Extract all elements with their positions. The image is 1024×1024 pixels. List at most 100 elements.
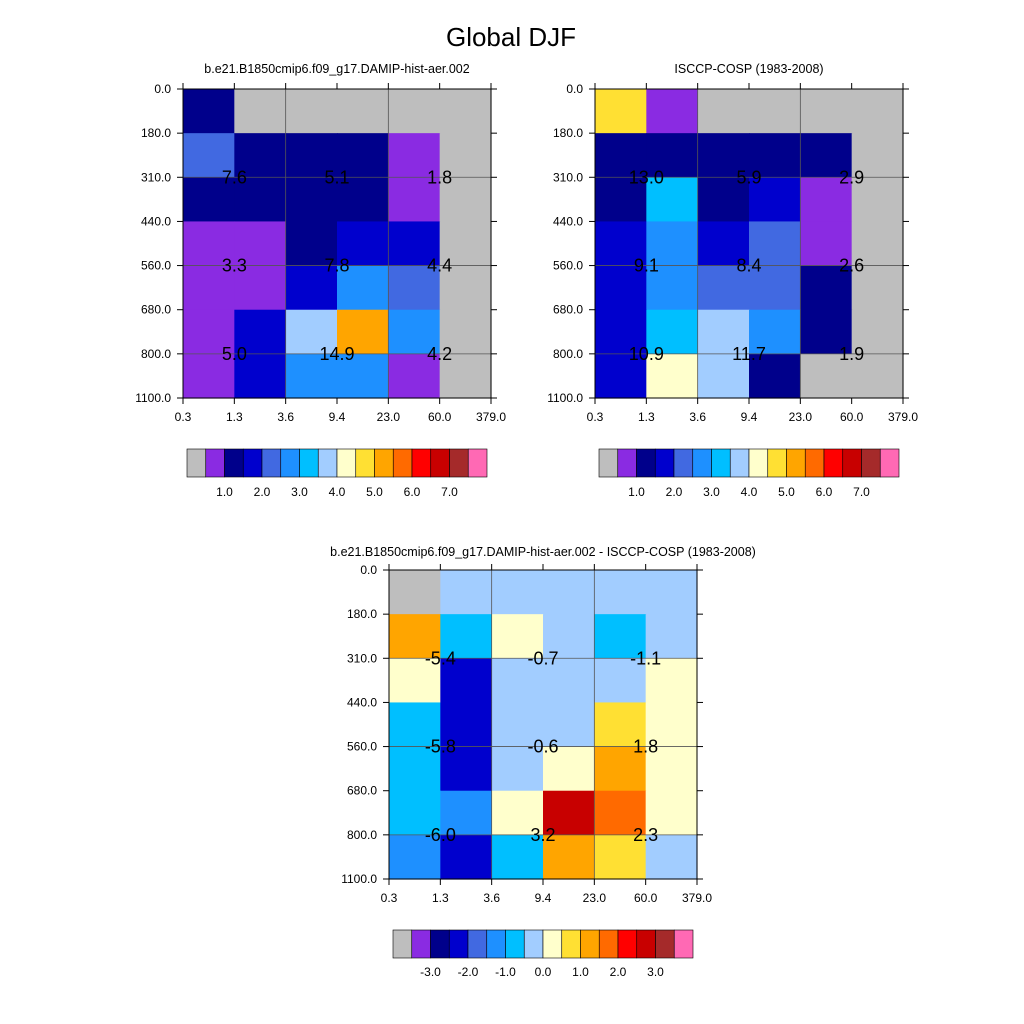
data-label: 5.1 — [324, 167, 349, 187]
colorbar-label: 3.0 — [703, 485, 720, 499]
x-tick-label: 60.0 — [840, 410, 864, 424]
colorbar-box — [467, 929, 488, 959]
heatmap-cell — [645, 702, 698, 748]
heatmap-cell — [594, 746, 647, 792]
x-tick-label: 23.0 — [377, 410, 401, 424]
data-label: -0.6 — [527, 737, 558, 757]
y-tick-label: 180.0 — [141, 126, 171, 140]
heatmap-cell — [646, 177, 699, 223]
colorbar-box — [336, 448, 357, 478]
colorbar-box — [786, 448, 806, 478]
heatmap-cell — [595, 353, 647, 399]
y-tick-label: 440.0 — [347, 695, 377, 709]
colorbar-box — [186, 448, 207, 478]
y-tick-label: 560.0 — [553, 259, 583, 273]
heatmap-cell — [234, 353, 287, 399]
heatmap-cell — [337, 133, 389, 178]
heatmap-cell — [645, 614, 698, 659]
heatmap-cell — [389, 570, 441, 615]
y-tick-label: 800.0 — [553, 347, 583, 361]
x-tick-label: 1.3 — [226, 410, 243, 424]
heatmap-cell — [234, 89, 287, 134]
colorbar-box — [673, 448, 694, 478]
heatmap-cell — [388, 309, 441, 355]
y-tick-label: 180.0 — [347, 607, 377, 621]
colorbar-label: 1.0 — [572, 965, 589, 979]
colorbar-box — [430, 448, 450, 478]
x-tick-label: 60.0 — [428, 410, 452, 424]
heatmap-cell — [389, 834, 441, 880]
heatmap-cell — [749, 353, 801, 399]
heatmap-cell — [594, 570, 647, 615]
heatmap-cell — [697, 177, 750, 223]
x-tick-label: 23.0 — [583, 891, 607, 905]
colorbar-label: 0.0 — [535, 965, 552, 979]
colorbar-box — [804, 448, 825, 478]
heatmap-cell — [646, 133, 699, 178]
heatmap-cell — [594, 834, 647, 880]
heatmap-cell — [594, 702, 647, 748]
y-tick-label: 800.0 — [141, 347, 171, 361]
heatmap-cell — [439, 89, 492, 134]
heatmap-cell — [285, 221, 338, 267]
heatmap-cell — [389, 790, 441, 836]
data-label: -6.0 — [425, 825, 456, 845]
colorbar-box — [523, 929, 544, 959]
heatmap-cell — [388, 353, 441, 399]
heatmap-cell — [440, 746, 493, 792]
heatmap-cell — [491, 614, 544, 659]
colorbar-box — [673, 929, 694, 959]
heatmap-cell — [851, 89, 904, 134]
heatmap-cell — [388, 133, 441, 178]
heatmap-cell — [440, 834, 493, 880]
heatmap-cell — [440, 570, 493, 615]
heatmap-cell — [646, 353, 699, 399]
y-tick-label: 180.0 — [553, 126, 583, 140]
data-label: 3.2 — [530, 825, 555, 845]
heatmap-cell — [646, 89, 699, 134]
data-label: -5.8 — [425, 737, 456, 757]
heatmap-cell — [234, 309, 287, 355]
data-label: -5.4 — [425, 648, 456, 668]
y-tick-label: 680.0 — [553, 303, 583, 317]
data-label: 5.0 — [222, 344, 247, 364]
colorbar-box — [842, 448, 862, 478]
heatmap-cell — [439, 309, 492, 355]
colorbar-label: -2.0 — [458, 965, 479, 979]
x-tick-label: 60.0 — [634, 891, 658, 905]
colorbar-label: 1.0 — [628, 485, 645, 499]
y-tick-label: 0.0 — [154, 82, 171, 96]
heatmap-cell — [851, 309, 904, 355]
colorbar-box — [224, 448, 244, 478]
heatmap-cell — [389, 746, 441, 792]
heatmap-cell — [646, 265, 699, 311]
heatmap-cell — [388, 265, 441, 311]
heatmap-cell — [697, 353, 750, 399]
colorbar-box — [411, 448, 432, 478]
y-tick-label: 310.0 — [141, 170, 171, 184]
colorbar-box — [392, 929, 413, 959]
colorbar-box — [317, 448, 338, 478]
colorbar-label: 3.0 — [291, 485, 308, 499]
colorbar-label: -3.0 — [420, 965, 441, 979]
colorbar-label: 6.0 — [816, 485, 833, 499]
heatmap-cell — [389, 658, 441, 704]
x-tick-label: 3.6 — [483, 891, 500, 905]
colorbar-box — [654, 448, 675, 478]
heatmap-cell — [595, 133, 647, 178]
heatmap-cell — [543, 702, 595, 748]
data-label: 4.2 — [427, 344, 452, 364]
heatmap-cell — [646, 221, 699, 267]
panel-title: b.e21.B1850cmip6.f09_g17.DAMIP-hist-aer.… — [330, 545, 756, 559]
heatmap-cell — [800, 353, 853, 399]
colorbar-box — [392, 448, 413, 478]
heatmap-cell — [851, 177, 904, 223]
colorbar-box — [729, 448, 750, 478]
x-tick-label: 9.4 — [535, 891, 552, 905]
heatmap-cell — [183, 133, 235, 178]
x-tick-label: 1.3 — [432, 891, 449, 905]
x-tick-label: 1.3 — [638, 410, 655, 424]
data-label: 8.4 — [736, 256, 761, 276]
colorbar-box — [861, 448, 881, 478]
colorbar-label: 7.0 — [853, 485, 870, 499]
